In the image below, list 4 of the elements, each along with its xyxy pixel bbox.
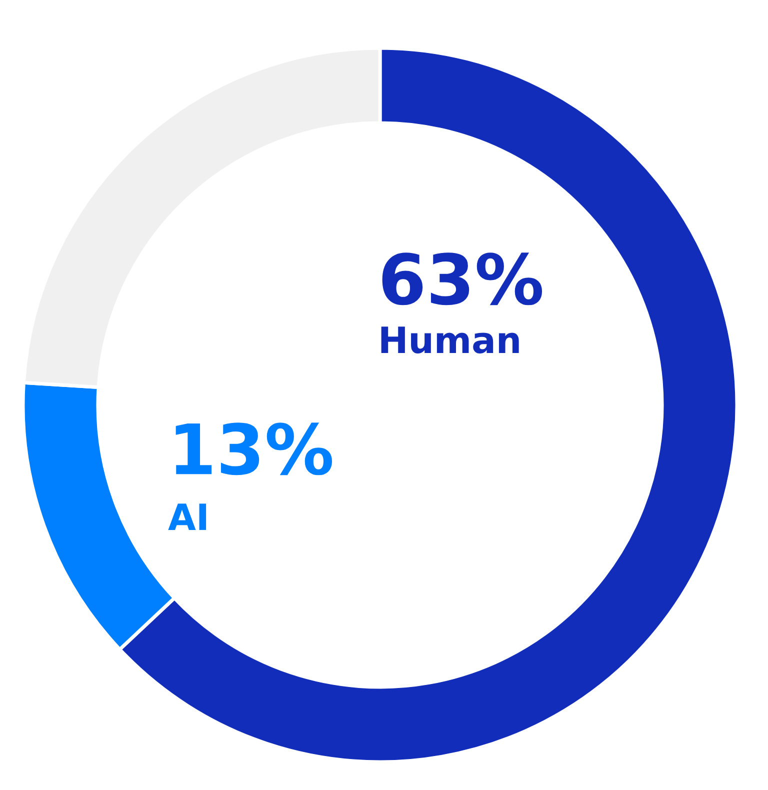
slice-label: Human [381,326,519,354]
data-label: 13% [176,422,332,476]
data-label: 63% [382,252,542,306]
slice-label: AI [168,504,206,530]
